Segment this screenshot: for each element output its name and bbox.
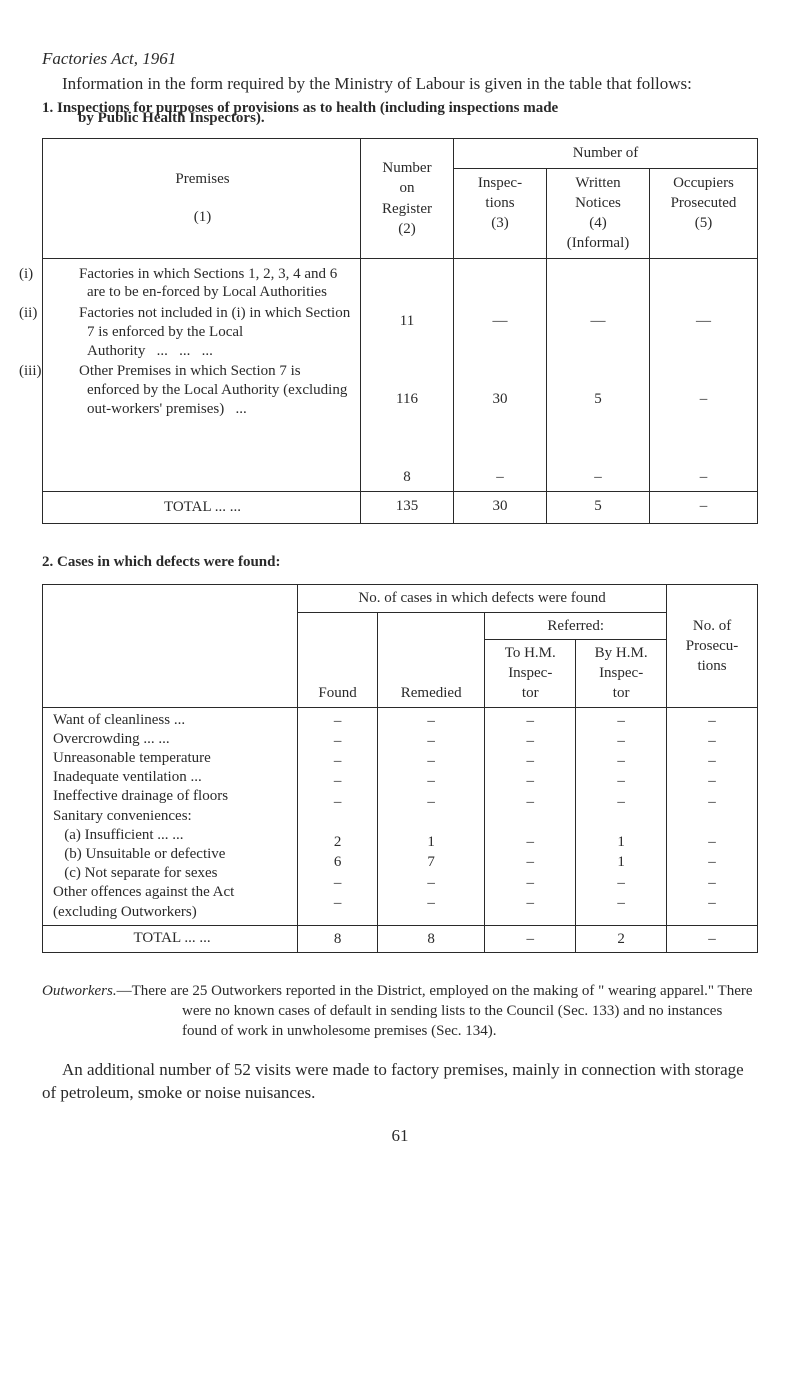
t2-col-r: ––––– 17––	[378, 707, 485, 925]
t1-tot-wn: 5	[547, 492, 650, 524]
intro-paragraph: Information in the form required by the …	[42, 73, 758, 96]
reg-col-body: 11 116 8	[361, 258, 454, 492]
t2-col-f: ––––– 26––	[298, 707, 378, 925]
t2-total-label: TOTAL ... ...	[43, 925, 298, 952]
r2-wn: 5	[553, 389, 643, 409]
wn-col-body: — 5 –	[547, 258, 650, 492]
act-title: Factories Act, 1961	[42, 48, 758, 71]
section-2-heading: 2. Cases in which defects were found:	[42, 552, 758, 572]
t2-tot-p: –	[667, 925, 758, 952]
r3-oc: –	[656, 467, 751, 487]
t1-tot-ins: 30	[454, 492, 547, 524]
oc-col-body: — – –	[650, 258, 758, 492]
h-premises-num: (1)	[194, 209, 212, 225]
outworkers-lead: Outworkers.	[42, 983, 117, 999]
r3-wn: –	[553, 467, 643, 487]
t1-tot-reg: 135	[361, 492, 454, 524]
col-premises: Premises (1)	[43, 139, 361, 258]
t2-labels: Want of cleanliness ...Overcrowding ... …	[43, 707, 298, 925]
r2-oc: –	[656, 389, 751, 409]
t2-main-head: No. of cases in which defects were found	[298, 585, 667, 612]
t2-found-head: Found	[298, 612, 378, 707]
r3-reg: 8	[367, 467, 447, 487]
t2-col-t: ––––– ––––	[485, 707, 576, 925]
row-ii: (ii)Factories not included in (i) in whi…	[53, 304, 352, 360]
t2-blank-head	[43, 585, 298, 707]
r1-reg: 11	[367, 311, 447, 331]
t2-tot-t: –	[485, 925, 576, 952]
t2-byhm-head: By H.M.Inspec-tor	[576, 639, 667, 707]
r1-ins: —	[460, 311, 540, 331]
h-premises: Premises	[175, 171, 229, 187]
t2-col-p: ––––– ––––	[667, 707, 758, 925]
r3-ins: –	[460, 467, 540, 487]
r1-wn: —	[553, 311, 643, 331]
col-number-of: Number of	[454, 139, 758, 168]
r1-oc: —	[656, 311, 751, 331]
outworkers-text: —There are 25 Outworkers reported in the…	[117, 983, 753, 1040]
col-inspections: Inspec-tions(3)	[454, 168, 547, 258]
inspections-table: Premises (1) NumberonRegister(2) Number …	[42, 138, 758, 524]
row-i: (i)Factories in which Sections 1, 2, 3, …	[53, 265, 352, 303]
row-iii: (iii)Other Premises in which Section 7 i…	[53, 362, 352, 418]
t2-rem-head: Remedied	[378, 612, 485, 707]
t2-ref-head: Referred:	[485, 612, 667, 639]
t1-total-label: TOTAL ... ...	[43, 492, 361, 524]
r2-reg: 116	[367, 389, 447, 409]
ins-col-body: — 30 –	[454, 258, 547, 492]
col-written-notices: WrittenNotices(4)(Informal)	[547, 168, 650, 258]
col-occupiers: OccupiersProsecuted(5)	[650, 168, 758, 258]
defects-table: No. of cases in which defects were found…	[42, 584, 758, 953]
col-number-on-register: NumberonRegister(2)	[361, 139, 454, 258]
t2-tot-f: 8	[298, 925, 378, 952]
r2-ins: 30	[460, 389, 540, 409]
outworkers-note: Outworkers.—There are 25 Outworkers repo…	[42, 981, 758, 1042]
page-number: 61	[42, 1125, 758, 1148]
t2-tot-r: 8	[378, 925, 485, 952]
closing-paragraph: An additional number of 52 visits were m…	[42, 1059, 758, 1105]
premises-body: (i)Factories in which Sections 1, 2, 3, …	[43, 258, 361, 492]
t2-tot-b: 2	[576, 925, 667, 952]
t2-col-b: ––––– 11––	[576, 707, 667, 925]
t2-prosec-head: No. ofProsecu-tions	[667, 585, 758, 707]
t2-tohm-head: To H.M.Inspec-tor	[485, 639, 576, 707]
t1-tot-oc: –	[650, 492, 758, 524]
